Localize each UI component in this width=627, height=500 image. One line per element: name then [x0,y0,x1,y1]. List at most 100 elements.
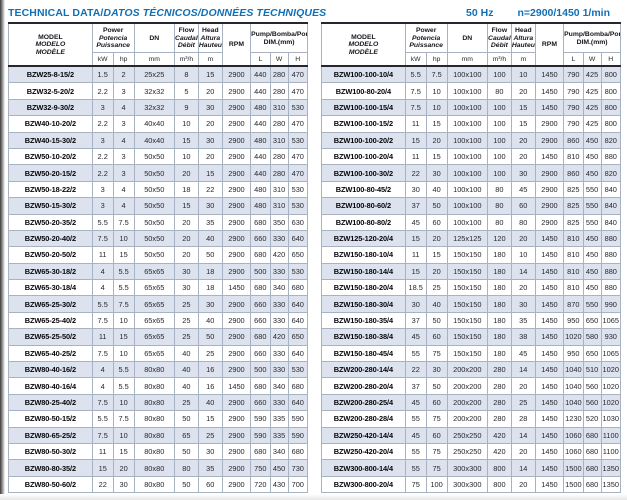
value-cell: 800 [600,98,621,117]
value-cell: 3 [91,131,114,149]
table-row: BZW65-30-18/4 4 5.5 65x65 30 18 1450 680 340 680 [8,279,308,297]
table-row: BZW65-25-50/2 11 15 65x65 25 50 2900 680 420 650 [8,328,308,346]
page-title: TECHNICAL DATA/DATOS TÉCNICOS/DONNÉES TE… [8,7,326,19]
value-cell: 590 [287,410,308,428]
value-cell: 280 [486,410,512,428]
table-row: BZW80-50-30/2 11 15 80x80 50 30 2900 680 340 680 [8,442,308,461]
value-cell: 200x200 [446,377,488,395]
model-label-fr: MODÈLE [348,48,378,56]
table-row: BZW80-65-25/2 7.5 10 80x80 65 25 2900 590 335 590 [8,426,308,444]
value-cell: 2900 [221,262,252,281]
value-cell: 180 [486,262,512,281]
value-cell: 810 [563,246,584,264]
value-cell: 100x100 [446,131,488,149]
model-cell: BZW150-180-20/4 [321,279,406,297]
value-cell: 100x100 [446,98,488,117]
model-cell: BZW32-9-30/2 [8,98,93,117]
value-cell: 80 [486,180,512,199]
value-cell: 2900 [534,180,565,199]
value-cell: 680 [582,475,602,494]
value-cell: 100 [486,65,512,84]
value-cell: 50x50 [133,164,175,182]
unit-h: H [600,52,621,67]
value-cell: 680 [287,377,308,395]
table-row: BZW250-420-14/4 45 60 250x250 420 14 1450 1060 6… [321,426,621,444]
value-cell: 40 [197,393,223,412]
model-cell: BZW150-180-14/4 [321,262,406,281]
power-label-es: Potencia [98,34,128,42]
value-cell: 100 [486,131,512,149]
value-cell: 80x80 [133,410,175,428]
value-cell: 15 [197,164,223,182]
value-cell: 5.5 [91,410,114,428]
dim-label-unit: DIM.(mm) [263,38,295,46]
value-cell: 1040 [563,393,584,412]
value-cell: 60 [425,328,448,346]
value-cell: 11 [404,115,427,133]
value-cell: 340 [269,279,289,297]
value-cell: 660 [250,393,271,412]
rpm-label: RPM [541,41,557,49]
model-cell: BZW150-180-30/4 [321,295,406,313]
value-cell: 11 [404,147,427,166]
value-cell: 1450 [221,377,252,395]
value-cell: 825 [563,213,584,231]
value-cell: 15 [91,459,114,477]
value-cell: 5.5 [91,213,114,231]
value-cell: 560 [582,377,602,395]
value-cell: 2900 [221,361,252,379]
value-cell: 20 [197,115,223,133]
flow-label-es: Caudal [175,34,198,42]
table-row: BZW300-800-14/4 55 75 300x300 800 14 1450 1500 6… [321,459,621,477]
model-cell: BZW100-100-30/2 [321,164,406,182]
value-cell: 180 [486,328,512,346]
model-cell: BZW80-25-40/2 [8,393,93,412]
value-cell: 20 [197,82,223,100]
value-cell: 100 [486,164,512,182]
value-cell: 75 [404,475,427,494]
value-cell: 7.5 [91,426,114,444]
value-cell: 200x200 [446,393,488,412]
value-cell: 50x50 [133,147,175,166]
table-row: BZW65-40-25/2 7.5 10 65x65 40 25 2900 660 330 640 [8,344,308,363]
value-cell: 1030 [600,410,621,428]
value-cell: 640 [287,393,308,412]
value-cell: 20 [510,442,536,461]
value-cell: 100x100 [446,147,488,166]
value-cell: 50x50 [133,197,175,215]
value-cell: 80x80 [133,442,175,461]
value-cell: 2900 [221,131,252,149]
value-cell: 15 [112,328,135,346]
value-cell: 30 [197,131,223,149]
value-cell: 2900 [221,246,252,264]
column-header-head: Head Altura Hauteur [197,22,223,53]
value-cell: 2.2 [91,115,114,133]
value-cell: 180 [486,311,512,330]
value-cell: 720 [250,475,271,494]
value-cell: 10 [112,311,135,330]
value-cell: 7.5 [91,393,114,412]
value-cell: 4 [112,131,135,149]
value-cell: 14 [510,361,536,379]
value-cell: 2 [112,65,135,84]
table-row: BZW80-25-40/2 7.5 10 80x80 25 40 2900 660 330 640 [8,393,308,412]
value-cell: 480 [250,131,271,149]
value-cell: 40x40 [133,131,175,149]
value-cell: 45 [510,180,536,199]
value-cell: 250x250 [446,442,488,461]
model-cell: BZW80-50-60/2 [8,475,93,494]
table-row: BZW25-8-15/2 1.5 2 25x25 8 15 2900 440 280 470 [8,65,308,84]
value-cell: 150x150 [446,311,488,330]
value-cell: 650 [287,246,308,264]
model-cell: BZW100-100-10/4 [321,65,406,84]
value-cell: 7.5 [91,344,114,363]
value-cell: 860 [563,164,584,182]
value-cell: 680 [250,442,271,461]
operating-specs: 50 Hz n=2900/1450 1/min [466,7,622,19]
model-cell: BZW65-25-50/2 [8,328,93,346]
value-cell: 2900 [534,164,565,182]
value-cell: 50 [197,246,223,264]
value-cell: 50 [173,442,199,461]
model-label-en: MODEL [38,33,63,41]
value-cell: 680 [250,328,271,346]
